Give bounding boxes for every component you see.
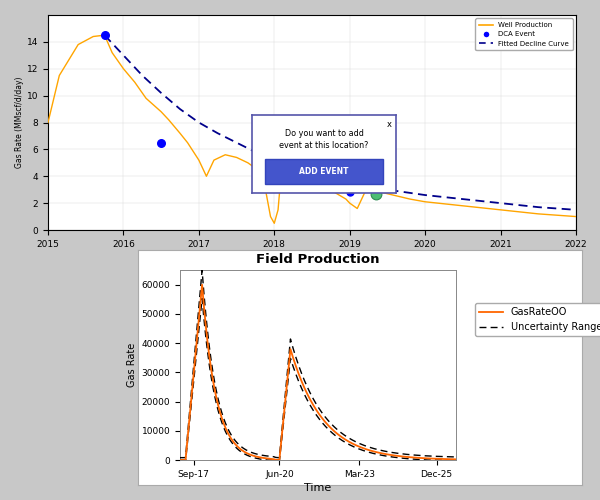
Text: x: x <box>386 120 391 130</box>
X-axis label: Time: Time <box>304 483 332 493</box>
Point <box>345 188 355 196</box>
Point <box>157 138 166 146</box>
Text: event at this location?: event at this location? <box>280 142 368 150</box>
Title: Field Production: Field Production <box>256 253 380 266</box>
Point <box>100 31 109 39</box>
Text: ADD EVENT: ADD EVENT <box>299 166 349 175</box>
Point <box>277 162 287 170</box>
Y-axis label: Gas Rate: Gas Rate <box>127 343 137 387</box>
Point <box>371 190 381 198</box>
FancyBboxPatch shape <box>265 159 383 184</box>
Y-axis label: Gas Rate (MMscf/d/day): Gas Rate (MMscf/d/day) <box>15 76 24 168</box>
Legend: Well Production, DCA Event, Fitted Decline Curve: Well Production, DCA Event, Fitted Decli… <box>475 18 572 50</box>
Legend: GasRateOO, Uncertainty Range: GasRateOO, Uncertainty Range <box>475 304 600 336</box>
Text: Do you want to add: Do you want to add <box>284 129 364 138</box>
